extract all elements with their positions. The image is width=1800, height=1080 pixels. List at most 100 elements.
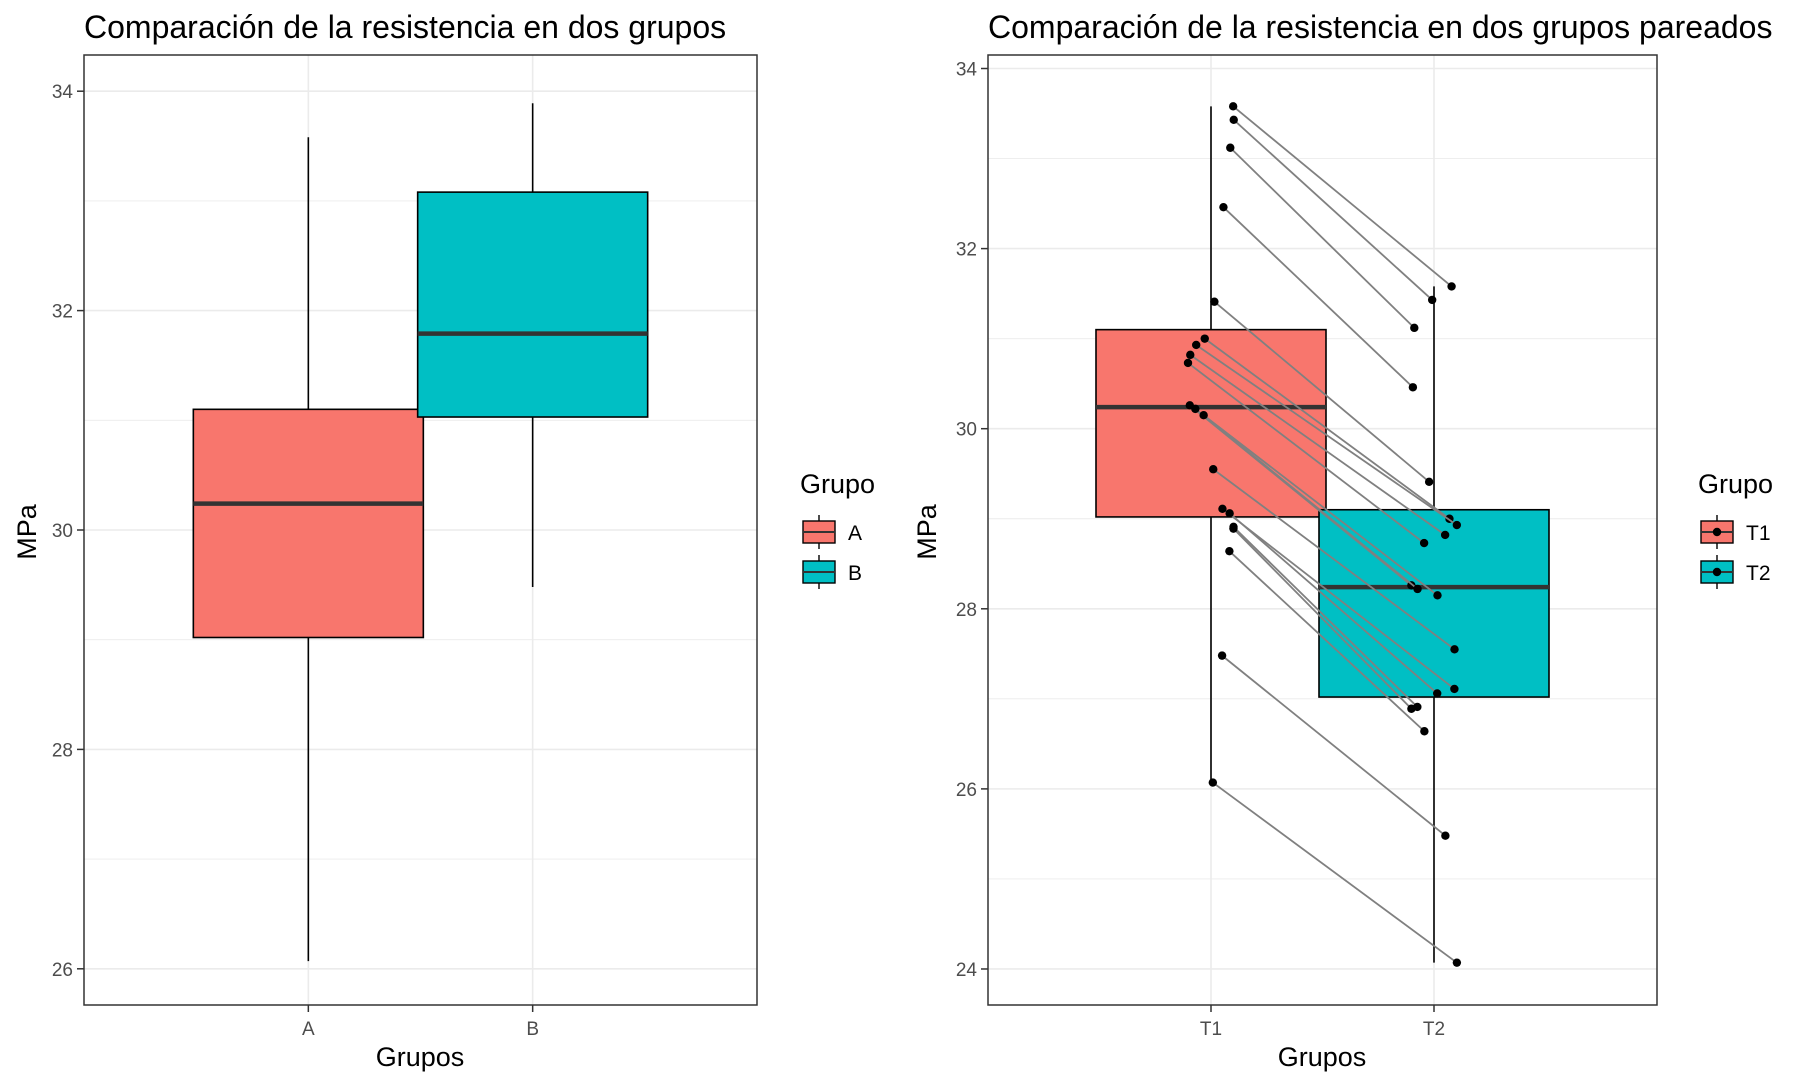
- chart-panel-2: Comparación de la resistencia en dos gru…: [912, 9, 1773, 1072]
- pair-line: [1228, 550, 1425, 732]
- pair: [1225, 546, 1429, 736]
- point-t2: [1424, 477, 1434, 487]
- point-t1: [1186, 350, 1195, 360]
- pair: [1229, 115, 1437, 305]
- x-tick-label: T1: [1200, 1019, 1222, 1040]
- legend-item-B: B: [802, 555, 862, 589]
- pair: [1225, 509, 1442, 698]
- pair: [1192, 340, 1462, 530]
- box-rect: [416, 191, 649, 418]
- legend: Grupo T1 T2: [1698, 469, 1773, 589]
- point-t1: [1192, 340, 1201, 350]
- y-axis-title: MPa: [12, 503, 42, 560]
- pair-line: [1233, 119, 1433, 301]
- point-t2: [1433, 689, 1442, 698]
- pair-line: [1232, 526, 1418, 708]
- point-t2: [1408, 383, 1418, 392]
- pair: [1208, 778, 1462, 967]
- point-t1: [1217, 651, 1227, 660]
- legend-item-T1: T1: [1700, 515, 1771, 549]
- legend-key-point: [1712, 567, 1722, 577]
- paired-lines-layer: [1183, 102, 1462, 967]
- point-t1: [1226, 143, 1235, 152]
- legend-label: A: [848, 522, 862, 545]
- point-t1: [1218, 504, 1227, 514]
- point-t1: [1219, 202, 1228, 212]
- pair-line: [1232, 105, 1453, 288]
- pair: [1186, 350, 1450, 540]
- pair-line: [1222, 206, 1414, 388]
- point-t1: [1208, 778, 1218, 787]
- pair-line: [1212, 468, 1456, 651]
- plot-border: [987, 54, 1658, 1006]
- pair: [1219, 202, 1418, 392]
- pair-line: [1221, 508, 1455, 690]
- y-tick-label: 26: [956, 780, 977, 801]
- point-t1: [1191, 404, 1200, 414]
- legend-key-point: [1712, 527, 1722, 537]
- legend-title: Grupo: [800, 469, 875, 499]
- point-t2: [1447, 282, 1456, 291]
- pair-line: [1189, 354, 1446, 536]
- box-A: [192, 137, 425, 962]
- pair-line: [1195, 344, 1458, 526]
- legend-label: T1: [1746, 522, 1771, 545]
- axis-ticks: 26 28 30 32 34 A B: [52, 82, 539, 1040]
- point-t1: [1229, 115, 1238, 125]
- box-rect: [192, 408, 425, 639]
- x-tick-label: T2: [1423, 1019, 1445, 1040]
- pair: [1218, 504, 1459, 694]
- x-axis-title: Grupos: [376, 1042, 465, 1072]
- y-tick-label: 30: [52, 521, 73, 542]
- legend-label: B: [848, 562, 862, 585]
- point-t1: [1210, 297, 1219, 306]
- point-t2: [1441, 831, 1450, 840]
- point-t1: [1228, 102, 1238, 111]
- pair-line: [1229, 147, 1415, 329]
- y-tick-label: 32: [956, 240, 977, 261]
- x-axis-title: Grupos: [1278, 1042, 1367, 1072]
- y-tick-label: 30: [956, 420, 977, 441]
- box-B: [416, 103, 649, 588]
- y-tick-label: 26: [52, 960, 73, 981]
- pair: [1209, 465, 1459, 654]
- pair-line: [1194, 408, 1419, 590]
- point-t1: [1200, 334, 1209, 343]
- y-tick-label: 34: [52, 82, 74, 103]
- legend: Grupo AB: [800, 469, 875, 589]
- y-tick-label: 32: [52, 302, 73, 323]
- point-t2: [1420, 727, 1429, 736]
- point-t2: [1413, 584, 1422, 594]
- point-t2: [1410, 323, 1419, 333]
- x-tick-label: B: [526, 1019, 539, 1040]
- pair: [1199, 410, 1442, 600]
- pair: [1210, 297, 1434, 487]
- chart-panel-1: Comparación de la resistencia en dos gru…: [12, 9, 875, 1072]
- boxplot-layer: [192, 103, 649, 962]
- point-t1: [1229, 524, 1238, 533]
- pair: [1226, 143, 1419, 333]
- pair: [1229, 524, 1416, 713]
- chart-title: Comparación de la resistencia en dos gru…: [84, 9, 726, 45]
- point-t1: [1225, 546, 1234, 556]
- pair-line: [1232, 528, 1413, 710]
- point-t1: [1183, 358, 1193, 368]
- y-tick-label: 28: [52, 740, 73, 761]
- point-t2: [1407, 704, 1416, 713]
- legend-title: Grupo: [1698, 469, 1773, 499]
- pair: [1217, 651, 1450, 840]
- pair: [1183, 358, 1429, 548]
- y-axis-title: MPa: [912, 503, 942, 560]
- pair-line: [1187, 362, 1425, 544]
- axis-ticks: 24 26 28 30 32 34 T1 T2: [956, 60, 1445, 1040]
- pair: [1228, 102, 1456, 291]
- pair-line: [1204, 337, 1450, 520]
- point-t2: [1440, 530, 1450, 540]
- pair-line: [1212, 781, 1458, 964]
- pair-line: [1203, 414, 1439, 596]
- box-T2: [1318, 286, 1550, 963]
- legend-item-T2: T2: [1700, 555, 1771, 589]
- x-tick-label: A: [302, 1019, 315, 1040]
- pair-line: [1221, 654, 1446, 837]
